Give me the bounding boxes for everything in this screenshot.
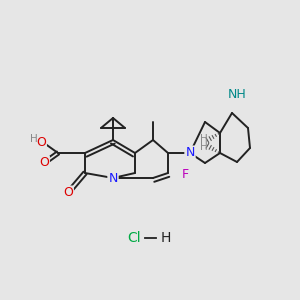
Text: O: O (36, 136, 46, 149)
Text: N: N (185, 146, 195, 160)
Text: H: H (30, 134, 38, 144)
Text: H: H (200, 134, 208, 144)
Text: Cl: Cl (127, 231, 141, 245)
Text: NH: NH (228, 88, 246, 101)
Text: H: H (161, 231, 171, 245)
Text: F: F (182, 169, 189, 182)
Text: O: O (39, 157, 49, 169)
Text: H: H (200, 142, 208, 152)
Text: N: N (108, 172, 118, 184)
Text: O: O (63, 187, 73, 200)
